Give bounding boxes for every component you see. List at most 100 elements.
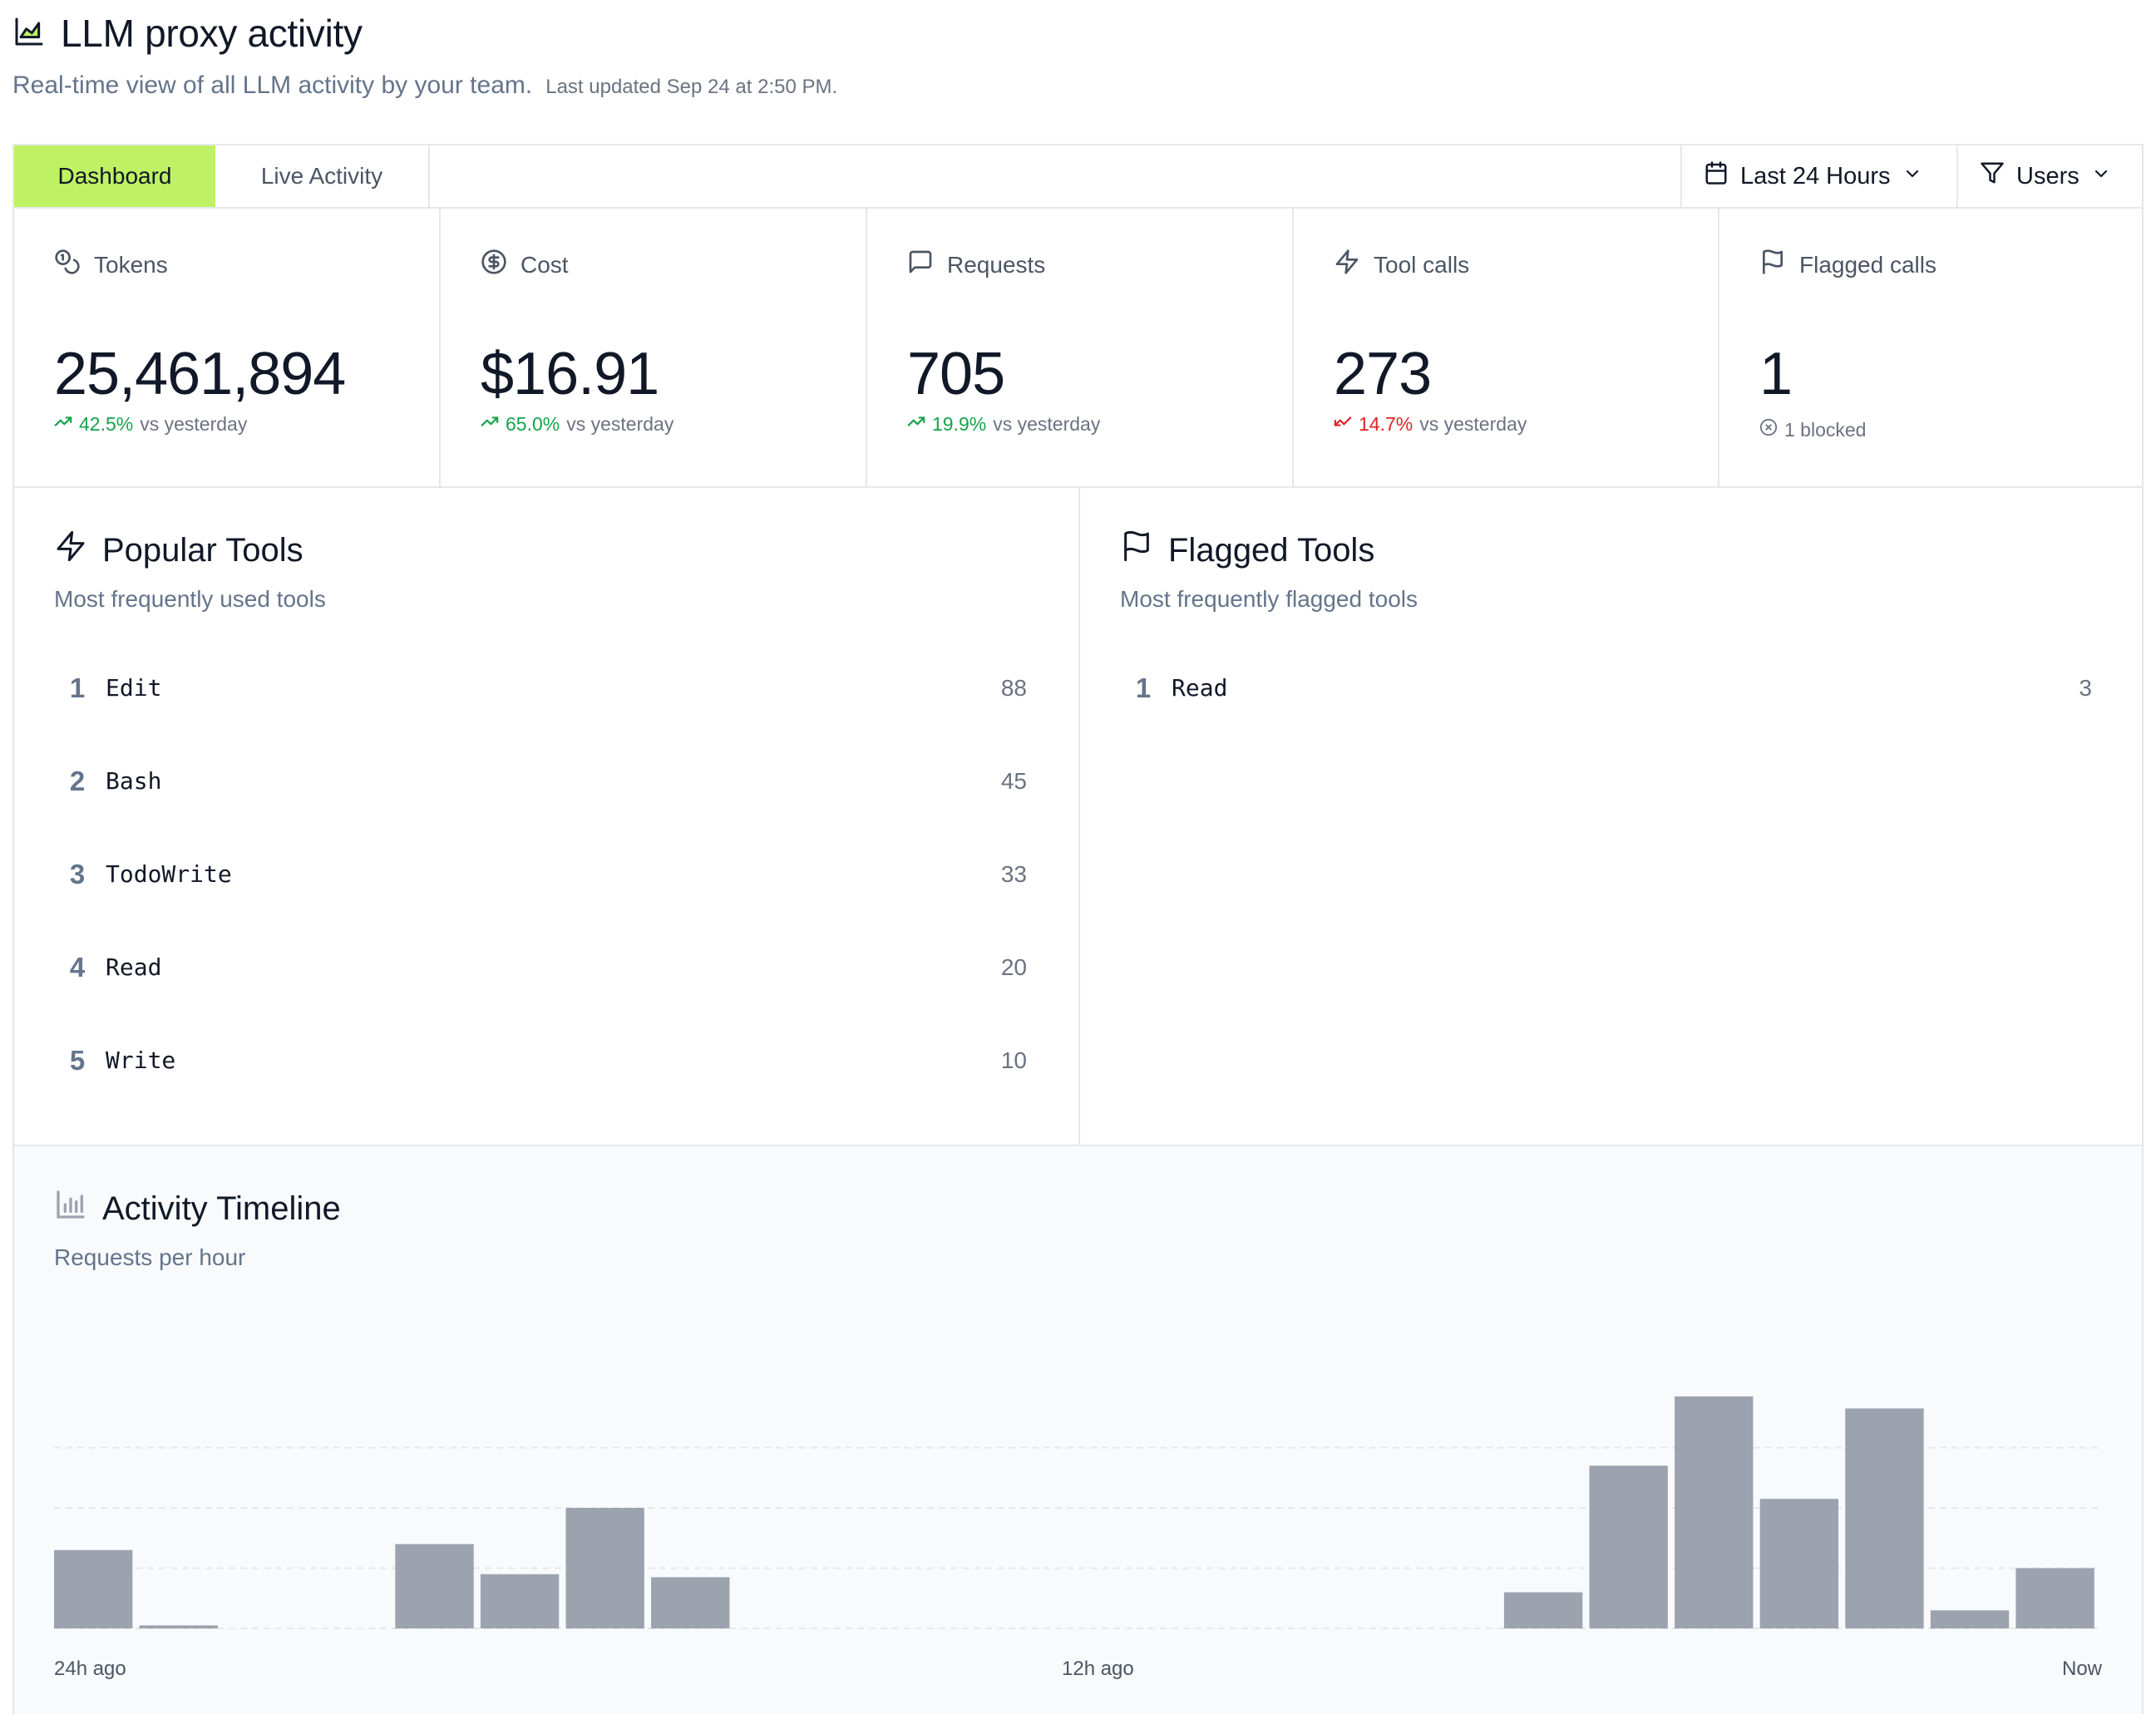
tool-name: Bash	[106, 767, 162, 795]
tool-count: 33	[1000, 861, 1027, 887]
stat-label: Requests	[947, 251, 1046, 278]
tool-count: 45	[1000, 768, 1027, 794]
panel-subtitle: Requests per hour	[54, 1244, 246, 1270]
list-item: 2 Bash 45	[54, 766, 1027, 860]
list-item: 3 TodoWrite 33	[54, 860, 1027, 953]
time-range-dropdown[interactable]: Last 24 Hours	[1680, 145, 1956, 207]
stat-label: Tool calls	[1374, 251, 1470, 278]
tool-count: 88	[1000, 675, 1027, 701]
stat-delta: 14.7% vs yesterday	[1334, 412, 1527, 436]
chart-bar[interactable]	[1675, 1396, 1754, 1628]
filter-icon	[1980, 160, 2005, 192]
trending-up-icon	[907, 412, 925, 436]
stat-label: Flagged calls	[1799, 251, 1936, 278]
stat-note: 1 blocked	[1759, 418, 1866, 441]
flag-icon	[1759, 249, 1786, 281]
stat-delta: 42.5% vs yesterday	[54, 412, 247, 436]
tool-name: Edit	[106, 674, 162, 702]
popular-tools-list: 1 Edit 88 2 Bash 45 3 TodoWrite 33 4 Rea…	[54, 673, 1027, 1139]
delta-suffix: vs yesterday	[140, 412, 248, 435]
delta-suffix: vs yesterday	[993, 412, 1101, 435]
flagged-tools-panel: Flagged Tools Most frequently flagged to…	[1080, 488, 2144, 1145]
stat-delta: 65.0% vs yesterday	[481, 412, 673, 436]
time-range-label: Last 24 Hours	[1740, 162, 1891, 190]
trending-up-icon	[481, 412, 499, 436]
delta-percent: 14.7%	[1359, 412, 1413, 435]
bar-chart-icon	[54, 1188, 87, 1229]
stat-value: $16.91	[481, 341, 659, 407]
area-chart-icon	[12, 15, 46, 52]
chevron-down-icon	[2091, 163, 2111, 190]
stat-requests: Requests 705 19.9% vs yesterday	[867, 209, 1294, 486]
chart-bar[interactable]	[1589, 1466, 1668, 1628]
page-title: LLM proxy activity	[61, 12, 363, 55]
chart-bar[interactable]	[1759, 1499, 1839, 1628]
stats-row: Tokens 25,461,894 42.5% vs yesterday Cos…	[14, 209, 2142, 488]
tools-panels: Popular Tools Most frequently used tools…	[14, 488, 2142, 1146]
tab-live-activity[interactable]: Live Activity	[215, 145, 430, 207]
stat-flagged-calls: Flagged calls 1 1 blocked	[1719, 209, 2144, 486]
chart-bar[interactable]	[565, 1508, 644, 1628]
x-axis-label-middle: 12h ago	[1062, 1658, 1134, 1680]
tool-name: Read	[106, 953, 162, 981]
tool-name: Write	[106, 1047, 176, 1074]
chart-bar[interactable]	[1930, 1610, 2010, 1628]
x-circle-icon	[1759, 418, 1778, 441]
stat-value: 25,461,894	[54, 341, 346, 407]
users-filter-dropdown[interactable]: Users	[1956, 145, 2144, 207]
x-axis-label-end: Now	[2061, 1658, 2102, 1680]
delta-suffix: vs yesterday	[566, 412, 674, 435]
chart-bar[interactable]	[1503, 1592, 1583, 1629]
stat-tokens: Tokens 25,461,894 42.5% vs yesterday	[14, 209, 441, 486]
tool-name: TodoWrite	[106, 860, 232, 888]
stat-value: 705	[907, 341, 1005, 407]
rank-number: 1	[1135, 672, 1152, 703]
chart-bar[interactable]	[651, 1577, 730, 1628]
rank-number: 2	[69, 766, 86, 796]
activity-bar-chart	[54, 1396, 2101, 1629]
list-item: 1 Edit 88	[54, 673, 1027, 766]
chart-bar[interactable]	[2015, 1568, 2094, 1629]
dollar-circle-icon	[481, 249, 507, 281]
page-header: LLM proxy activity Real-time view of all…	[12, 10, 2141, 100]
chart-bar[interactable]	[139, 1625, 218, 1628]
activity-timeline-panel: Activity Timeline Requests per hour 24h …	[14, 1146, 2142, 1714]
rank-number: 4	[69, 952, 86, 983]
tool-count: 20	[1000, 954, 1027, 980]
toolbar: Dashboard Live Activity Last 24 Hours Us…	[14, 145, 2142, 209]
calendar-icon	[1704, 160, 1729, 192]
trending-down-icon	[1334, 412, 1352, 436]
zap-icon	[54, 530, 87, 571]
tool-name: Read	[1172, 674, 1228, 702]
delta-percent: 42.5%	[79, 412, 134, 435]
stat-value: 1	[1759, 341, 1793, 407]
chart-bar[interactable]	[480, 1574, 560, 1628]
dashboard-card: Dashboard Live Activity Last 24 Hours Us…	[12, 144, 2144, 1714]
tab-dashboard[interactable]: Dashboard	[14, 145, 215, 207]
chevron-down-icon	[1902, 163, 1922, 190]
message-square-icon	[907, 249, 934, 281]
zap-icon	[1334, 249, 1360, 281]
delta-percent: 19.9%	[932, 412, 987, 435]
chart-bar[interactable]	[54, 1549, 133, 1628]
rank-number: 5	[69, 1045, 86, 1076]
flagged-tools-list: 1 Read 3	[1120, 673, 2092, 766]
panel-title: Activity Timeline	[102, 1190, 341, 1227]
list-item: 1 Read 3	[1120, 673, 2092, 766]
blocked-count: 1 blocked	[1784, 418, 1867, 441]
last-updated: Last updated Sep 24 at 2:50 PM.	[545, 76, 838, 98]
coins-icon	[54, 249, 81, 281]
stat-label: Cost	[520, 251, 569, 278]
tool-count: 10	[1000, 1047, 1027, 1073]
popular-tools-panel: Popular Tools Most frequently used tools…	[14, 488, 1080, 1145]
panel-subtitle: Most frequently used tools	[54, 586, 326, 612]
stat-value: 273	[1334, 341, 1432, 407]
list-item: 5 Write 10	[54, 1046, 1027, 1139]
chart-bar[interactable]	[1845, 1408, 1924, 1628]
panel-subtitle: Most frequently flagged tools	[1120, 586, 1418, 612]
users-filter-label: Users	[2016, 162, 2080, 190]
chart-bar[interactable]	[395, 1544, 474, 1629]
stat-label: Tokens	[94, 251, 168, 278]
stat-tool-calls: Tool calls 273 14.7% vs yesterday	[1294, 209, 1719, 486]
x-axis-label-start: 24h ago	[54, 1658, 126, 1680]
